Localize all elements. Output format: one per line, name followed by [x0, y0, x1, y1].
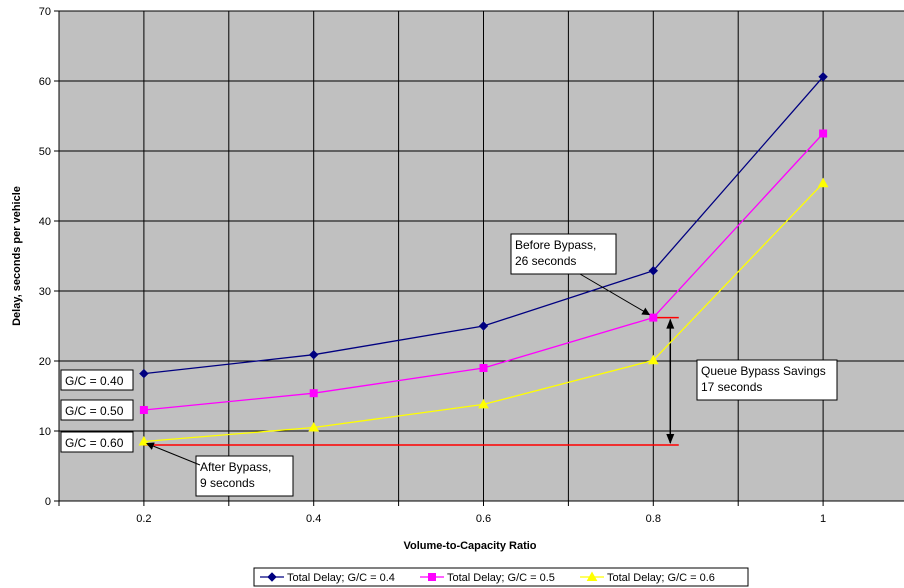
data-point-square — [139, 406, 148, 414]
data-point-square — [819, 129, 828, 138]
annotation-text: G/C = 0.40 — [65, 374, 124, 388]
y-axis-title: Delay, seconds per vehicle — [11, 186, 23, 326]
annotation-savings: Queue Bypass Savings 17 seconds — [696, 359, 838, 401]
legend-label: Total Delay; G/C = 0.5 — [447, 572, 555, 584]
x-axis-title: Volume-to-Capacity Ratio — [403, 540, 536, 552]
data-point-diamond — [139, 368, 149, 379]
y-tick-label: 10 — [39, 426, 51, 438]
y-tick-label: 0 — [45, 496, 51, 508]
annotation-text: 26 seconds — [515, 254, 576, 268]
series-2 — [139, 129, 828, 414]
annotation-text: Before Bypass, — [515, 238, 596, 252]
y-tick-label: 70 — [39, 6, 51, 18]
series-layer — [138, 72, 829, 446]
annotation-box — [60, 399, 134, 421]
legend-label: Total Delay; G/C = 0.6 — [607, 572, 715, 584]
legend-item: Total Delay; G/C = 0.6 — [580, 571, 715, 584]
y-tick-label: 40 — [39, 216, 51, 228]
after-pointer-arrow — [145, 442, 201, 466]
annotation-box — [510, 233, 617, 275]
data-point-diamond — [308, 349, 319, 360]
annotation-text: G/C = 0.60 — [65, 436, 124, 450]
annotation-text: Queue Bypass Savings — [701, 364, 826, 378]
y-tick-label: 30 — [39, 286, 51, 298]
data-point-triangle — [817, 177, 829, 188]
x-tick-label: 0.4 — [306, 513, 321, 525]
annotation-gc40: G/C = 0.40 — [60, 369, 134, 391]
data-point-diamond — [267, 572, 277, 582]
x-tick-label: 0.2 — [136, 513, 151, 525]
y-tick-label: 20 — [39, 356, 51, 368]
annotation-box — [60, 369, 134, 391]
legend: Total Delay; G/C = 0.4 Total Delay; G/C =… — [253, 567, 749, 587]
series-1 — [139, 72, 828, 379]
axes — [54, 10, 904, 506]
plot-border — [58, 10, 904, 502]
legend-item: Total Delay; G/C = 0.5 — [420, 572, 555, 584]
annotation-text: 17 seconds — [701, 380, 762, 394]
data-point-triangle — [308, 421, 320, 432]
y-tick-label: 50 — [39, 146, 51, 158]
x-tick-label: 0.6 — [476, 513, 491, 525]
annotation-text: G/C = 0.50 — [65, 404, 124, 418]
y-tick-label: 60 — [39, 76, 51, 88]
series-3 — [138, 177, 829, 446]
legend-label: Total Delay; G/C = 0.4 — [287, 572, 395, 584]
annotation-after: After Bypass, 9 seconds — [195, 455, 294, 497]
annotation-gc50: G/C = 0.50 — [60, 399, 134, 421]
data-point-square — [309, 389, 318, 398]
tick-labels: 0 10 20 30 40 50 60 70 0.2 0.4 0.6 0.8 1 — [39, 6, 826, 525]
annotations: G/C = 0.40 G/C = 0.50 G/C = 0.60 Before Byp… — [60, 233, 838, 497]
data-point-triangle — [478, 398, 489, 409]
legend-box — [253, 567, 749, 587]
data-point-diamond — [648, 265, 659, 276]
annotation-box — [195, 455, 294, 497]
legend-item: Total Delay; G/C = 0.4 — [260, 572, 395, 584]
data-point-triangle — [586, 571, 598, 581]
data-point-square — [649, 313, 658, 322]
before-pointer-arrow — [579, 273, 651, 316]
reference-lines — [143, 316, 679, 446]
annotation-before: Before Bypass, 26 seconds — [510, 233, 617, 275]
x-tick-label: 1 — [820, 513, 826, 525]
x-tick-label: 0.8 — [646, 513, 661, 525]
savings-arrowhead-down — [666, 434, 675, 444]
annotation-gc60: G/C = 0.60 — [60, 431, 134, 453]
annotation-box — [696, 359, 838, 401]
annotation-box — [60, 431, 134, 453]
data-point-square — [479, 364, 488, 372]
data-point-triangle — [647, 354, 659, 365]
data-point-square — [428, 573, 436, 581]
data-point-diamond — [818, 72, 828, 82]
plot-area — [59, 11, 904, 501]
data-point-diamond — [478, 321, 489, 331]
annotation-text: 9 seconds — [200, 476, 255, 490]
annotation-text: After Bypass, — [200, 460, 271, 474]
savings-arrowhead-up — [666, 318, 675, 329]
